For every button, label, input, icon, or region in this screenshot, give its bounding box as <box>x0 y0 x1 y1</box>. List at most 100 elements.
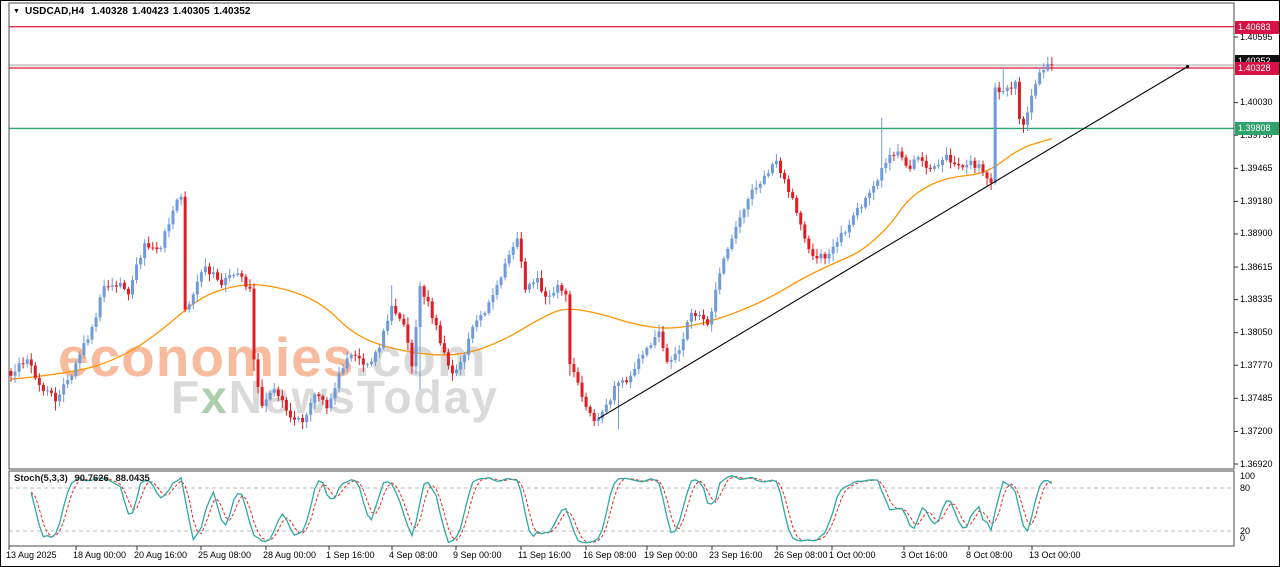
candlesticks[interactable] <box>9 56 1054 430</box>
candle-body <box>758 183 762 188</box>
candle-body <box>568 294 572 365</box>
candle-body <box>1050 64 1054 66</box>
candle-body <box>608 400 612 405</box>
candle-body <box>240 273 244 277</box>
time-axis-label[interactable]: 16 Sep 08:00 <box>583 550 637 560</box>
trendline-segment[interactable] <box>597 66 1188 420</box>
chevron-down-icon[interactable]: ▼ <box>13 8 21 15</box>
candle-body <box>394 305 398 314</box>
candle-body <box>369 361 373 365</box>
time-axis-label[interactable]: 8 Oct 08:00 <box>966 550 1013 560</box>
trendline-endpoint[interactable] <box>1185 65 1190 69</box>
candle-body <box>414 326 418 367</box>
candle-body <box>633 368 637 376</box>
candle-body <box>718 273 722 290</box>
candle-body <box>1005 87 1009 92</box>
candle-body <box>207 266 211 275</box>
candle-body <box>851 215 855 225</box>
candle-body <box>151 247 155 249</box>
time-axis-label[interactable]: 28 Aug 00:00 <box>263 550 317 560</box>
candle-body <box>928 167 932 169</box>
candle-body <box>179 196 183 200</box>
candle-body <box>357 355 361 359</box>
candle-body <box>90 326 94 340</box>
candle-body <box>888 154 892 164</box>
candle-body <box>365 364 369 366</box>
candle-body <box>693 312 697 316</box>
trendline[interactable] <box>597 65 1190 420</box>
candle-body <box>446 352 450 366</box>
candle-body <box>722 258 726 274</box>
candle-body <box>155 247 159 250</box>
candle-body <box>847 224 851 233</box>
time-axis-label[interactable]: 13 Oct 00:00 <box>1029 550 1081 560</box>
time-axis-label[interactable]: 1 Oct 00:00 <box>829 550 876 560</box>
candle-body <box>118 282 122 287</box>
candle-body <box>131 279 134 295</box>
candle-body <box>932 166 936 169</box>
time-axis-label[interactable]: 25 Aug 08:00 <box>198 550 252 560</box>
candle-body <box>58 394 62 402</box>
stochastic-label: Stoch(5,3,3) 90.7626 88.0435 <box>14 473 154 484</box>
candle-body <box>710 311 714 325</box>
candle-body <box>203 266 207 273</box>
candle-body <box>382 330 386 348</box>
price-tick-label: 1.38050 <box>1240 327 1273 338</box>
candle-body <box>74 363 78 376</box>
candle-body <box>657 331 661 338</box>
candle-body <box>912 159 916 169</box>
candle-body <box>329 398 333 409</box>
time-axis-label[interactable]: 1 Sep 16:00 <box>326 550 375 560</box>
candle-body <box>953 162 957 165</box>
time-axis-label[interactable]: 26 Sep 08:00 <box>774 550 828 560</box>
candle-body <box>872 185 876 193</box>
time-axis-label[interactable]: 9 Sep 00:00 <box>453 550 502 560</box>
candle-body <box>13 371 17 376</box>
candle-body <box>617 382 620 386</box>
horizontal-levels[interactable] <box>9 26 1234 130</box>
candle-body <box>612 385 616 401</box>
candle-body <box>770 164 774 174</box>
time-axis-label[interactable]: 3 Oct 16:00 <box>901 550 948 560</box>
time-axis-label[interactable]: 19 Sep 00:00 <box>644 550 698 560</box>
price-tick-label: 1.37485 <box>1240 392 1273 403</box>
time-axis-label[interactable]: 11 Sep 16:00 <box>518 550 571 560</box>
candle-body <box>450 365 454 374</box>
candle-body <box>349 354 353 359</box>
candle-body <box>183 196 187 310</box>
candle-body <box>876 180 880 186</box>
candle-body <box>673 353 677 361</box>
candle-body <box>880 168 884 181</box>
candle-body <box>519 238 523 262</box>
main-pane-border <box>8 2 1235 470</box>
candle-body <box>1022 118 1025 125</box>
candle-body <box>1009 87 1013 89</box>
candle-body <box>766 173 770 176</box>
candle-body <box>641 354 645 359</box>
candle-body <box>442 343 446 353</box>
candle-body <box>706 319 710 325</box>
price-tick-label: 1.37770 <box>1240 359 1273 370</box>
candle-body <box>981 164 985 173</box>
candle-body <box>345 358 349 369</box>
candle-body <box>783 172 787 180</box>
time-axis-label[interactable]: 23 Sep 16:00 <box>709 550 763 560</box>
time-axis-label[interactable]: 13 Aug 2025 <box>6 550 57 560</box>
candle-body <box>965 164 969 168</box>
time-axis-label[interactable]: 20 Aug 16:00 <box>134 550 188 560</box>
symbol-quote-bar[interactable]: ▼ USDCAD,H4 1.40328 1.40423 1.40305 1.40352 <box>13 6 255 17</box>
candle-body <box>459 362 463 370</box>
candle-body <box>762 175 766 184</box>
candle-body <box>855 208 859 216</box>
time-axis-label[interactable]: 4 Sep 08:00 <box>389 550 438 560</box>
candle-body <box>669 360 673 362</box>
candle-body <box>191 294 195 305</box>
candle-body <box>54 392 58 402</box>
candle-body <box>216 272 220 280</box>
candle-body <box>110 285 114 287</box>
candle-body <box>252 288 256 360</box>
stochastic-d-value: 88.0435 <box>115 473 150 484</box>
time-axis-label[interactable]: 18 Aug 00:00 <box>73 550 127 560</box>
stochastic-oscillator <box>9 475 1234 544</box>
